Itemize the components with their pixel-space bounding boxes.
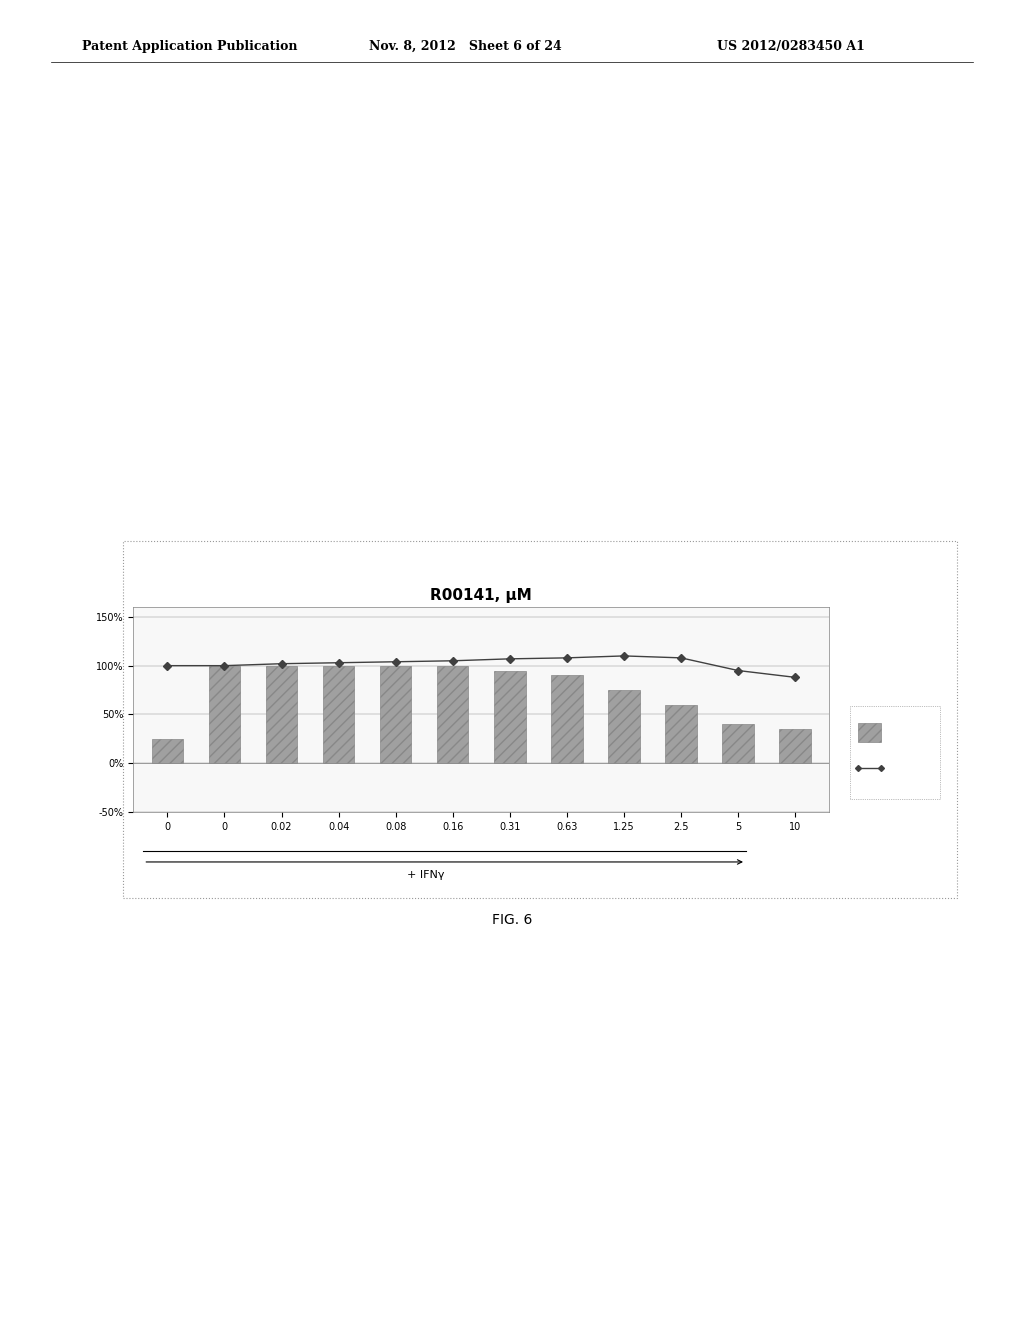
Bar (666, 705, 696, 763)
Text: NO: NO (884, 729, 899, 739)
Bar (209, 665, 241, 763)
Text: WST1: WST1 (884, 763, 911, 774)
Bar (266, 665, 297, 763)
Bar (779, 729, 811, 763)
Text: + IFNγ: + IFNγ (407, 870, 444, 880)
Bar (323, 665, 354, 763)
Title: R00141, μM: R00141, μM (430, 589, 532, 603)
Bar (152, 739, 183, 763)
Bar (551, 676, 583, 763)
Text: US 2012/0283450 A1: US 2012/0283450 A1 (717, 40, 864, 53)
Bar (608, 690, 640, 763)
Bar (437, 665, 468, 763)
Text: Nov. 8, 2012   Sheet 6 of 24: Nov. 8, 2012 Sheet 6 of 24 (369, 40, 561, 53)
Text: FIG. 6: FIG. 6 (492, 913, 532, 927)
Text: Patent Application Publication: Patent Application Publication (82, 40, 297, 53)
Bar (495, 671, 525, 763)
Bar (380, 665, 412, 763)
Bar (722, 725, 754, 763)
